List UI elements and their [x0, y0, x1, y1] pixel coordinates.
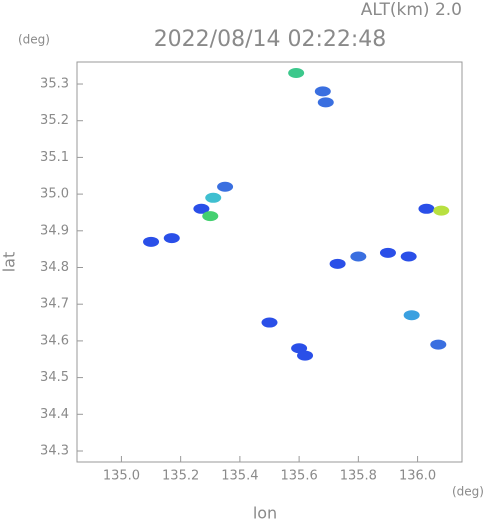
radar-echo [403, 310, 420, 321]
y-tick-label: 35.1 [40, 150, 69, 165]
x-tick-label: 136.0 [399, 469, 436, 484]
radar-echo [329, 258, 346, 269]
x-tick-label: 135.4 [221, 469, 258, 484]
y-axis-label: lat [0, 252, 19, 273]
x-axis-label: lon [253, 504, 277, 522]
y-tick-label: 34.9 [40, 223, 69, 238]
radar-echo [433, 205, 450, 216]
radar-echo [314, 86, 331, 97]
x-tick-label: 135.0 [103, 469, 140, 484]
y-tick-label: 35.2 [40, 113, 69, 128]
radar-echo [143, 236, 160, 247]
radar-echo [379, 247, 396, 258]
y-tick-label: 35.0 [40, 187, 69, 202]
y-tick-label: 34.7 [40, 297, 69, 312]
radar-echo [193, 203, 210, 214]
radar-echo [288, 68, 305, 79]
radar-echo [261, 317, 278, 328]
radar-echo [400, 251, 417, 262]
plot-frame [76, 61, 463, 463]
radar-echo [163, 233, 180, 244]
altitude-label: ALT(km) 2.0 [361, 0, 462, 20]
chart-title: 2022/08/14 02:22:48 [154, 27, 387, 52]
radar-echo [205, 192, 222, 203]
y-tick-label: 34.3 [40, 443, 69, 458]
radar-echo [297, 350, 314, 361]
radar-echo [418, 203, 435, 214]
x-unit: (deg) [452, 485, 484, 499]
radar-echo [317, 97, 334, 108]
x-tick-label: 135.8 [340, 469, 377, 484]
y-tick-label: 34.8 [40, 260, 69, 275]
radar-echo [430, 339, 447, 350]
y-tick-label: 34.6 [40, 333, 69, 348]
radar-echo [202, 211, 219, 222]
x-tick-label: 135.2 [162, 469, 199, 484]
y-tick-label: 35.3 [40, 77, 69, 92]
y-unit: (deg) [18, 33, 50, 47]
radar-echo [350, 251, 367, 262]
y-tick-label: 34.5 [40, 370, 69, 385]
x-tick-label: 135.6 [281, 469, 318, 484]
y-tick-label: 34.4 [40, 407, 69, 422]
radar-echo [217, 181, 234, 192]
